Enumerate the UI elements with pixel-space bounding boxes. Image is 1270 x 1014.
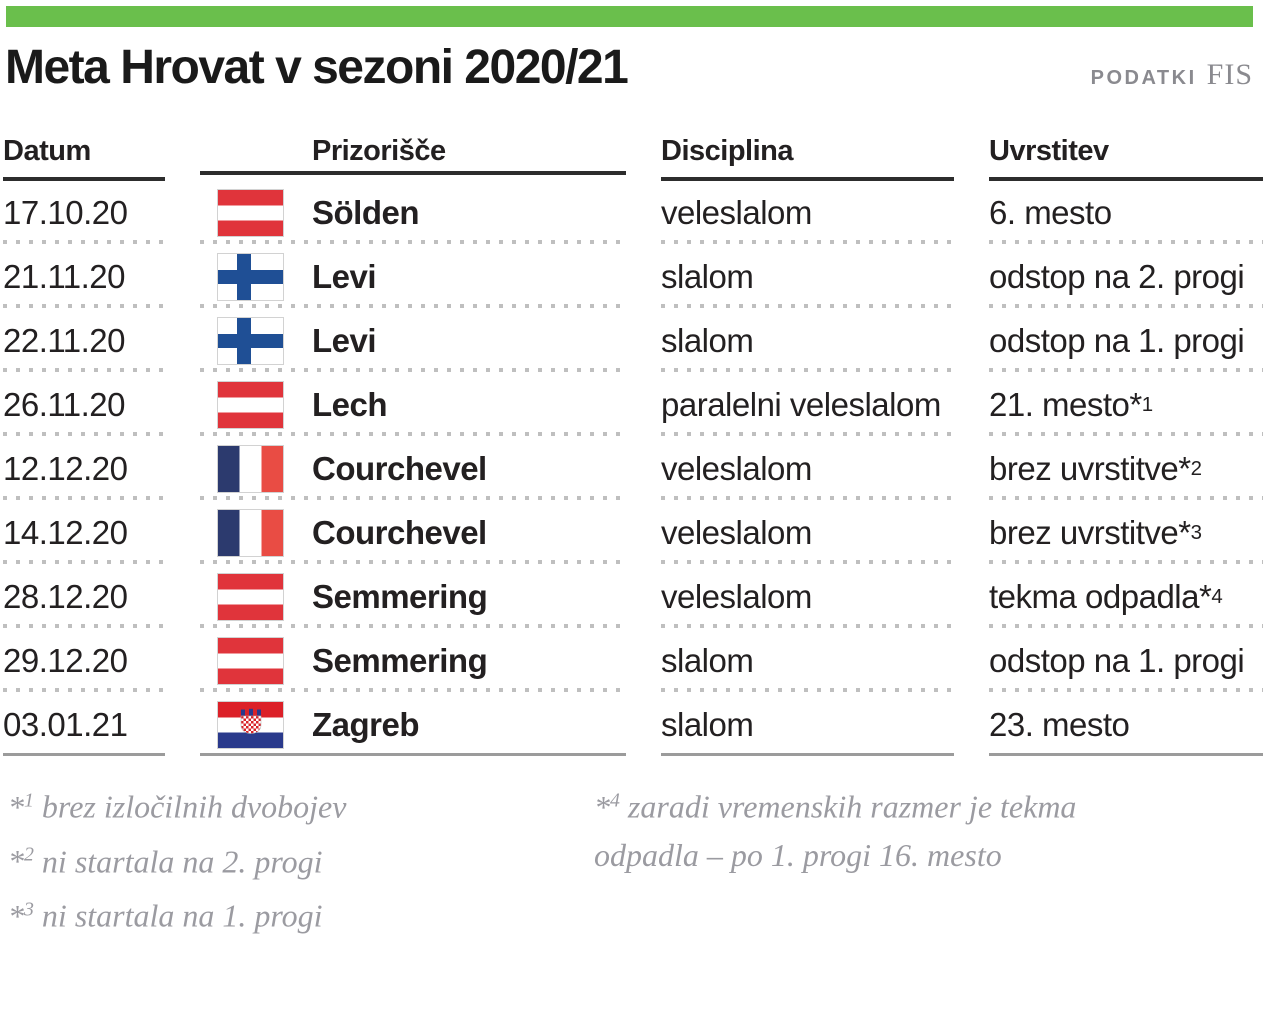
race-venue: Semmering <box>200 629 626 693</box>
croatia-flag-icon <box>217 701 284 749</box>
race-date: 28.12.20 <box>3 565 165 629</box>
race-result: tekma odpadla* 4 <box>989 565 1263 629</box>
race-venue: Levi <box>200 245 626 309</box>
venue-name: Semmering <box>312 578 488 615</box>
race-discipline: slalom <box>661 245 954 309</box>
race-date: 26.11.20 <box>3 373 165 437</box>
race-result: 6. mesto <box>989 181 1263 245</box>
footnote-text: zaradi vremenskih razmer je tekma odpadla… <box>594 788 1077 873</box>
austria-flag-icon <box>217 189 284 237</box>
race-date: 17.10.20 <box>3 181 165 245</box>
page-title: Meta Hrovat v sezoni 2020/21 <box>5 41 629 94</box>
race-date: 21.11.20 <box>3 245 165 309</box>
race-venue: Levi <box>200 309 626 373</box>
footnote: *2 ni startala na 2. progi <box>8 831 548 886</box>
race-discipline: slalom <box>661 629 954 693</box>
footnote-text: ni startala na 1. progi <box>41 897 323 934</box>
venue-name: Courchevel <box>312 514 487 551</box>
race-date: 12.12.20 <box>3 437 165 501</box>
footnote-mark: *1 <box>8 788 34 825</box>
austria-flag-icon <box>217 381 284 429</box>
austria-flag-icon <box>217 637 284 685</box>
race-date: 03.01.21 <box>3 693 165 757</box>
race-discipline: slalom <box>661 693 954 757</box>
finland-flag-icon <box>217 253 284 301</box>
venue-name: Zagreb <box>312 706 420 743</box>
column-header-datum: Datum <box>3 133 165 181</box>
race-venue: Lech <box>200 373 626 437</box>
race-discipline: paralelni veleslalom <box>661 373 954 437</box>
race-result: odstop na 1. progi <box>989 309 1263 373</box>
race-date: 29.12.20 <box>3 629 165 693</box>
footnote-mark: *3 <box>8 897 34 934</box>
france-flag-icon <box>217 445 284 493</box>
austria-flag-icon <box>217 573 284 621</box>
race-result: odstop na 1. progi <box>989 629 1263 693</box>
source-label: PODATKI <box>1090 67 1197 89</box>
race-result: 23. mesto <box>989 693 1263 757</box>
accent-bar <box>6 6 1253 27</box>
venue-name: Lech <box>312 386 388 423</box>
footnotes-left: *1 brez izločilnih dvobojev *2 ni startala… <box>8 776 548 940</box>
column-header-disciplina: Disciplina <box>661 133 954 181</box>
race-venue: Sölden <box>200 181 626 245</box>
column-header-uvrstitev: Uvrstitev <box>989 133 1263 181</box>
venue-name: Courchevel <box>312 450 487 487</box>
race-venue: Semmering <box>200 565 626 629</box>
footnote: *1 brez izločilnih dvobojev <box>8 776 548 831</box>
france-flag-icon <box>217 509 284 557</box>
results-table: Datum Prizorišče Disciplina Uvrstitev 17… <box>3 133 1263 757</box>
footnote: *4 zaradi vremenskih razmer je tekma odpad… <box>594 776 1244 879</box>
venue-name: Semmering <box>312 642 488 679</box>
race-discipline: veleslalom <box>661 437 954 501</box>
footnote-text: brez izločilnih dvobojev <box>41 788 347 825</box>
race-venue: Zagreb <box>200 693 626 757</box>
column-header-prizorisce: Prizorišče <box>200 133 626 175</box>
footnote-text: ni startala na 2. progi <box>41 843 323 880</box>
race-result: brez uvrstitve* 2 <box>989 437 1263 501</box>
venue-name: Sölden <box>312 194 420 231</box>
race-discipline: veleslalom <box>661 565 954 629</box>
race-discipline: slalom <box>661 309 954 373</box>
finland-flag-icon <box>217 317 284 365</box>
footnote: *3 ni startala na 1. progi <box>8 885 548 940</box>
footnote-mark: *4 <box>594 788 620 825</box>
race-result: 21. mesto* 1 <box>989 373 1263 437</box>
footnote-mark: *2 <box>8 843 34 880</box>
race-result: brez uvrstitve* 3 <box>989 501 1263 565</box>
race-discipline: veleslalom <box>661 501 954 565</box>
race-venue: Courchevel <box>200 437 626 501</box>
race-venue: Courchevel <box>200 501 626 565</box>
race-result: odstop na 2. progi <box>989 245 1263 309</box>
venue-name: Levi <box>312 258 377 295</box>
venue-name: Levi <box>312 322 377 359</box>
race-discipline: veleslalom <box>661 181 954 245</box>
footnotes-right: *4 zaradi vremenskih razmer je tekma odpad… <box>594 776 1244 879</box>
race-date: 22.11.20 <box>3 309 165 373</box>
race-date: 14.12.20 <box>3 501 165 565</box>
data-source: PODATKI FIS <box>1091 58 1253 92</box>
source-name: FIS <box>1206 58 1253 91</box>
